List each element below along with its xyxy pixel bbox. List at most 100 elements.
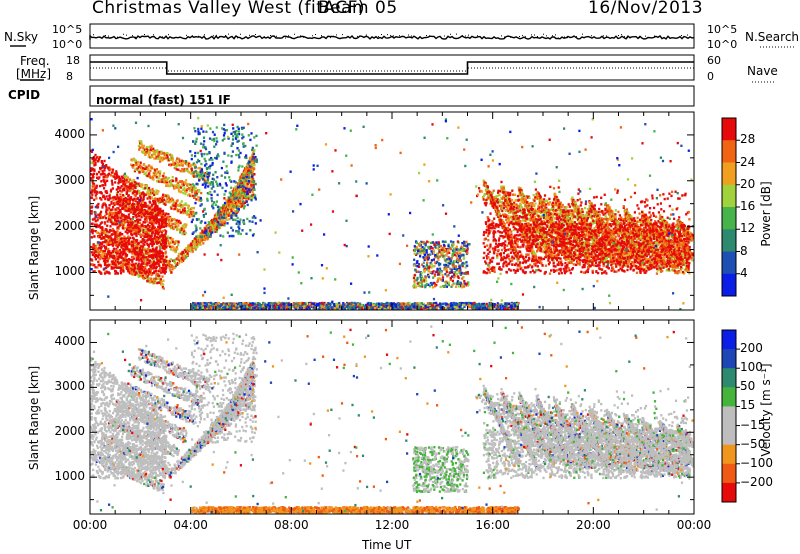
power-cell bbox=[186, 187, 189, 191]
power-cell bbox=[135, 230, 138, 234]
power-cell bbox=[154, 281, 157, 285]
power-cell bbox=[130, 272, 133, 275]
power-cell bbox=[122, 184, 125, 187]
power-cell bbox=[104, 257, 107, 260]
power-cell bbox=[182, 227, 185, 230]
power-cell bbox=[207, 182, 210, 185]
power-cell bbox=[188, 189, 192, 192]
power-cell bbox=[236, 203, 239, 206]
power-cell bbox=[100, 253, 103, 257]
power-cell bbox=[187, 183, 190, 186]
power-cell bbox=[150, 196, 154, 199]
power-cell bbox=[148, 172, 151, 175]
power-cell bbox=[122, 222, 125, 225]
power-cell bbox=[190, 172, 193, 175]
power-cell bbox=[590, 243, 593, 246]
power-cell bbox=[156, 149, 159, 152]
power-cell bbox=[584, 206, 587, 210]
power-cell bbox=[157, 170, 160, 173]
power-cell bbox=[134, 273, 137, 276]
power-cell bbox=[162, 283, 165, 286]
power-cell bbox=[177, 255, 180, 258]
power-cell bbox=[115, 255, 118, 258]
power-cell bbox=[192, 173, 195, 176]
power-cell bbox=[176, 157, 179, 160]
power-cell bbox=[138, 140, 141, 143]
power-cell bbox=[147, 214, 150, 217]
power-cell bbox=[174, 241, 177, 244]
power-cell bbox=[548, 201, 552, 204]
power-cell bbox=[157, 157, 160, 160]
power-cell bbox=[168, 259, 172, 263]
power-cell bbox=[674, 245, 677, 248]
velocity-ytick-label: 2000 bbox=[54, 424, 85, 438]
power-cell bbox=[161, 286, 164, 289]
power-cell bbox=[192, 186, 195, 189]
power-cell bbox=[133, 158, 136, 161]
power-cell bbox=[136, 273, 139, 276]
power-cell bbox=[155, 168, 159, 171]
power-cell bbox=[168, 163, 171, 166]
velocity-colorbar-tick-label: −200 bbox=[740, 475, 773, 489]
power-cell bbox=[101, 251, 104, 254]
power-cell bbox=[176, 161, 180, 164]
power-cell bbox=[166, 154, 169, 157]
power-cell bbox=[185, 190, 188, 194]
power-cell bbox=[680, 235, 683, 238]
power-cell bbox=[141, 184, 144, 187]
noise-tick-top-left: 10^5 bbox=[52, 23, 82, 36]
power-cell bbox=[193, 196, 196, 199]
power-cell bbox=[151, 187, 154, 191]
power-cell bbox=[152, 238, 155, 242]
power-cell bbox=[162, 215, 166, 218]
power-cell bbox=[148, 151, 151, 154]
velocity-ytick-label: 4000 bbox=[54, 334, 85, 348]
power-cell bbox=[164, 180, 167, 183]
power-cell bbox=[136, 163, 139, 166]
power-cell bbox=[195, 198, 198, 201]
power-cell bbox=[154, 157, 157, 160]
power-cell bbox=[480, 190, 484, 193]
power-cell bbox=[133, 272, 136, 275]
power-cell bbox=[160, 150, 163, 153]
power-cell bbox=[181, 164, 184, 167]
beam-label: Beam 05 bbox=[318, 0, 398, 18]
power-cell bbox=[203, 237, 206, 240]
power-cell bbox=[158, 174, 161, 178]
power-cell bbox=[131, 163, 134, 167]
power-cell bbox=[168, 261, 171, 265]
power-cell bbox=[181, 227, 184, 230]
power-cell bbox=[186, 167, 189, 171]
velocity-ytick-label: 1000 bbox=[54, 469, 85, 483]
power-cell bbox=[629, 232, 632, 235]
power-cell bbox=[155, 273, 159, 276]
power-cell bbox=[152, 147, 155, 150]
power-cell bbox=[591, 214, 594, 218]
power-cell bbox=[246, 182, 249, 186]
power-cell bbox=[147, 189, 150, 192]
power-cell bbox=[133, 223, 137, 226]
power-cell bbox=[171, 226, 175, 229]
power-cell bbox=[109, 253, 112, 256]
power-cell bbox=[533, 199, 536, 202]
power-cell bbox=[163, 223, 167, 226]
power-cell bbox=[512, 193, 515, 196]
power-cell bbox=[506, 205, 509, 209]
power-cell bbox=[146, 192, 149, 195]
power-cell bbox=[167, 196, 171, 199]
power-cell bbox=[157, 177, 160, 180]
power-cell bbox=[168, 266, 171, 269]
power-cell bbox=[146, 187, 149, 190]
power-cell bbox=[161, 180, 164, 184]
power-cell bbox=[153, 157, 156, 160]
power-cell bbox=[182, 203, 186, 207]
power-cell bbox=[157, 190, 160, 193]
power-cell bbox=[606, 218, 609, 221]
power-cell bbox=[182, 224, 185, 227]
power-cell bbox=[132, 166, 135, 169]
power-cell bbox=[165, 156, 168, 160]
power-cell bbox=[181, 205, 184, 209]
power-cell bbox=[180, 260, 184, 264]
power-cell bbox=[167, 244, 170, 247]
power-cell bbox=[178, 257, 181, 260]
